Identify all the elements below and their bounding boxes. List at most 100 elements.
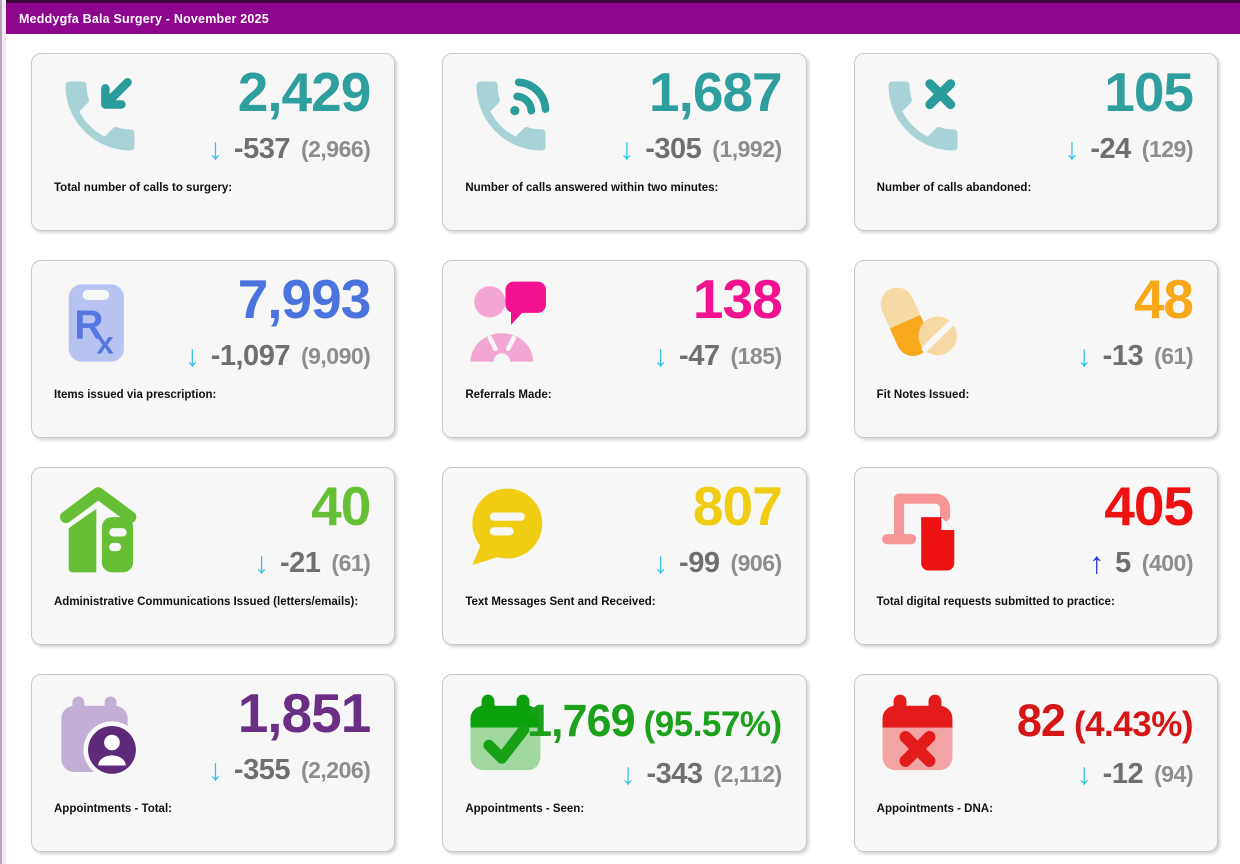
card-admin-communications: 40 ↓ -21 (61) Administrative Communicati… — [31, 467, 396, 645]
laptop-document-icon — [877, 484, 969, 576]
delta-row: ↓ -1,097 (9,090) — [185, 340, 371, 373]
pills-icon — [877, 277, 969, 369]
arrow-up-icon: ↑ — [1089, 546, 1105, 580]
delta-row: ↓ -355 (2,206) — [207, 753, 371, 787]
stat-label: Referrals Made: — [465, 389, 552, 401]
arrow-down-icon: ↓ — [254, 546, 269, 580]
stat-value: 2,429 — [237, 61, 372, 123]
arrow-down-icon: ↓ — [207, 132, 223, 166]
delta-value: -13 — [1102, 340, 1144, 373]
delta-value: -343 — [646, 758, 704, 790]
stat-label: Total digital requests submitted to prac… — [876, 596, 1115, 608]
arrow-down-icon: ↓ — [653, 546, 669, 580]
stat-value: 1,687 — [649, 61, 783, 123]
calendar-check-icon — [465, 691, 557, 783]
phone-incoming-icon — [54, 70, 146, 162]
card-calls-abandoned: 105 ↓ -24 (129) Number of calls abandone… — [853, 53, 1218, 231]
stat-label: Administrative Communications Issued (le… — [54, 596, 359, 608]
stat-label: Appointments - Total: — [54, 803, 172, 815]
stat-label: Text Messages Sent and Received: — [465, 596, 656, 608]
arrow-down-icon: ↓ — [1076, 339, 1092, 373]
stat-percent: (95.57%) — [643, 705, 783, 744]
delta-value: -12 — [1102, 758, 1144, 790]
referral-doctor-icon — [465, 277, 557, 369]
svg-text:R: R — [74, 302, 103, 348]
calendar-person-icon — [54, 691, 146, 783]
delta-row: ↓ -99 (906) — [653, 547, 782, 580]
stat-label: Total number of calls to surgery: — [54, 182, 233, 194]
arrow-down-icon: ↓ — [1064, 132, 1080, 166]
card-prescription-items: R x 7,993 ↓ -1,097 (9,090) Items issued … — [31, 260, 396, 438]
stat-value: 105 — [1104, 61, 1194, 123]
delta-row: ↓ -13 (61) — [1076, 339, 1194, 373]
arrow-down-icon: ↓ — [207, 753, 223, 787]
card-text-messages: 807 ↓ -99 (906) Text Messages Sent and R… — [442, 467, 807, 645]
previous-value: (400) — [1141, 550, 1194, 577]
phone-abandoned-icon — [877, 70, 969, 162]
previous-value: (2,966) — [300, 136, 371, 163]
delta-row: ↓ -12 (94) — [1017, 757, 1194, 791]
stat-percent: (4.43%) — [1073, 705, 1194, 744]
report-header-bar: Meddygfa Bala Surgery - November 2025 — [6, 0, 1240, 34]
previous-value: (2,112) — [713, 761, 783, 787]
calendar-x-icon — [877, 691, 969, 783]
previous-value: (61) — [1154, 343, 1193, 370]
stat-value: 40 — [311, 475, 371, 537]
delta-value: 5 — [1115, 547, 1131, 580]
house-archive-icon — [54, 484, 146, 576]
chat-bubble-icon — [465, 484, 557, 576]
stat-label: Number of calls abandoned: — [876, 182, 1032, 194]
card-appointments-total: 1,851 ↓ -355 (2,206) Appointments - Tota… — [31, 674, 396, 852]
delta-row: ↓ -305 (1,992) — [619, 133, 782, 166]
delta-row: ↓ -21 (61) — [254, 546, 371, 580]
delta-row: ↑ 5 (400) — [1089, 547, 1193, 580]
delta-row: ↓ -47 (185) — [653, 340, 782, 373]
phone-answered-icon — [465, 70, 557, 162]
delta-value: -99 — [679, 547, 720, 580]
delta-value: -47 — [679, 340, 720, 373]
stat-label: Appointments - DNA: — [876, 803, 993, 815]
stat-label: Appointments - Seen: — [465, 803, 585, 815]
stat-value: 807 — [692, 475, 783, 537]
delta-row: ↓ -24 (129) — [1064, 133, 1193, 166]
stat-label: Fit Notes Issued: — [876, 389, 970, 401]
card-appointments-seen: 1,769 (95.57%) ↓ -343 (2,112) Appointmen… — [442, 674, 807, 852]
card-referrals: 138 ↓ -47 (185) Referrals Made: — [442, 260, 807, 438]
delta-value: -355 — [233, 754, 291, 787]
stat-value: 1,769 — [527, 695, 636, 746]
arrow-down-icon: ↓ — [620, 757, 636, 791]
prescription-rx-icon: R x — [54, 277, 146, 369]
previous-value: (906) — [730, 550, 782, 577]
card-calls-total: 2,429 ↓ -537 (2,966) Total number of cal… — [31, 53, 396, 231]
svg-text:x: x — [96, 325, 114, 360]
delta-value: -1,097 — [210, 340, 291, 373]
arrow-down-icon: ↓ — [653, 339, 669, 373]
previous-value: (94) — [1154, 761, 1193, 787]
previous-value: (1,992) — [712, 136, 782, 163]
stat-label: Number of calls answered within two minu… — [465, 182, 719, 194]
card-appointments-dna: 82 (4.43%) ↓ -12 (94) Appointments - DNA… — [853, 674, 1218, 852]
delta-row: ↓ -343 (2,112) — [527, 757, 783, 791]
stat-value: 1,851 — [237, 682, 372, 744]
stat-value: 7,993 — [237, 268, 372, 330]
previous-value: (61) — [331, 550, 371, 577]
delta-value: -24 — [1090, 133, 1131, 166]
previous-value: (9,090) — [300, 343, 371, 370]
card-fit-notes: 48 ↓ -13 (61) Fit Notes Issued: — [853, 260, 1218, 438]
delta-row: ↓ -537 (2,966) — [207, 132, 371, 166]
card-digital-requests: 405 ↑ 5 (400) Total digital requests sub… — [853, 467, 1218, 645]
stat-value: 405 — [1104, 475, 1194, 537]
stat-value: 82 — [1016, 695, 1066, 746]
card-calls-answered: 1,687 ↓ -305 (1,992) Number of calls ans… — [442, 53, 807, 231]
arrow-down-icon: ↓ — [184, 339, 200, 373]
report-title: Meddygfa Bala Surgery - November 2025 — [19, 11, 269, 26]
stat-value: 138 — [692, 268, 783, 330]
arrow-down-icon: ↓ — [1076, 757, 1092, 791]
stat-label: Items issued via prescription: — [54, 389, 217, 401]
stats-grid: 2,429 ↓ -537 (2,966) Total number of cal… — [31, 53, 1218, 852]
previous-value: (2,206) — [300, 757, 371, 784]
delta-value: -21 — [280, 547, 321, 580]
previous-value: (129) — [1141, 136, 1194, 163]
previous-value: (185) — [730, 343, 782, 370]
delta-value: -537 — [233, 133, 291, 166]
